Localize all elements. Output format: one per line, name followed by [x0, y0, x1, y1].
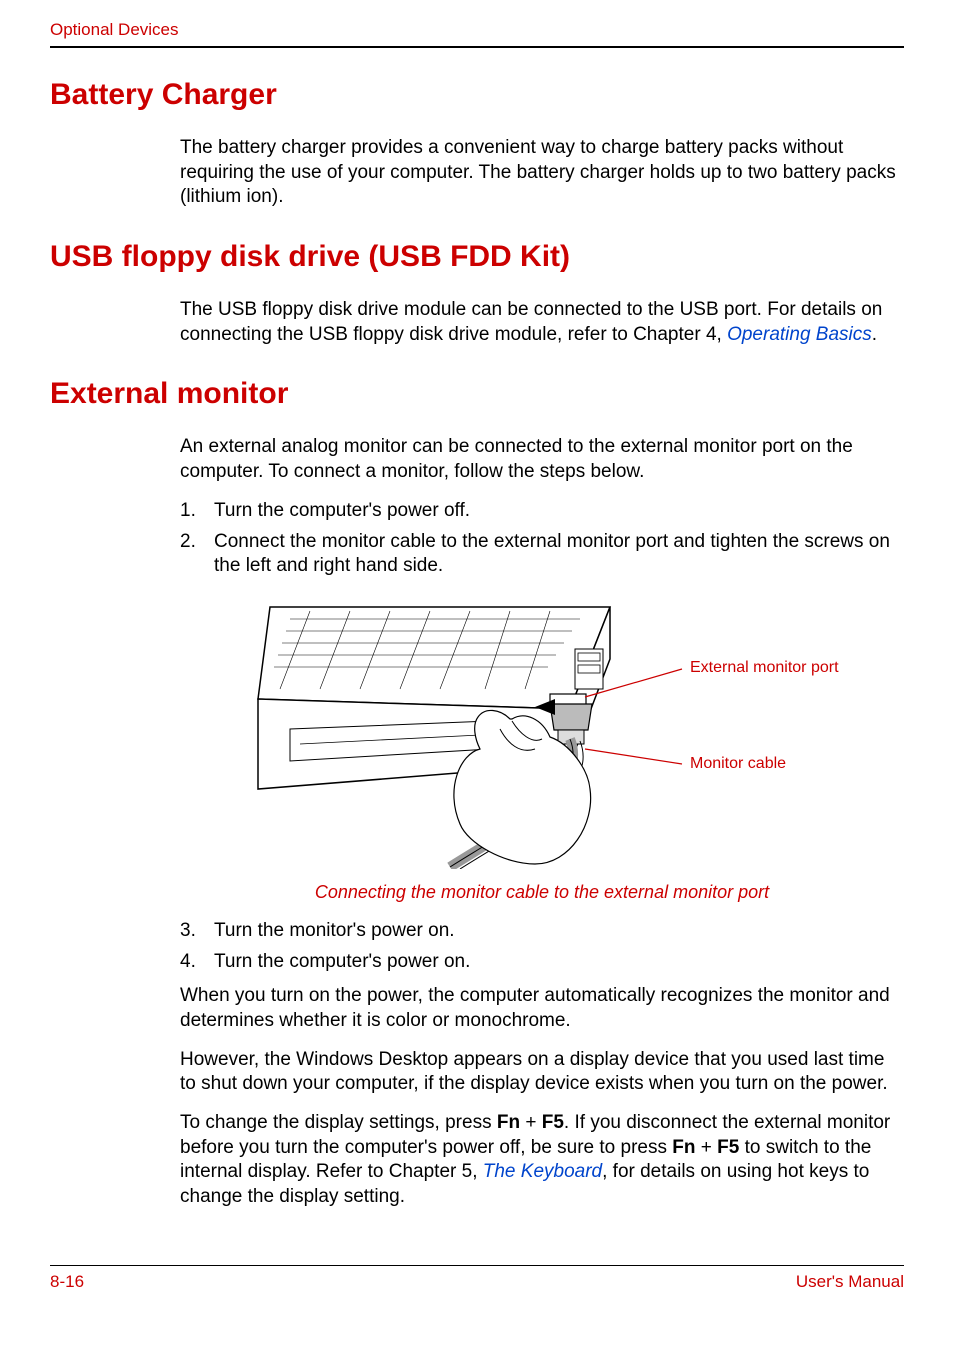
- p3-a: To change the display settings, press: [180, 1112, 497, 1133]
- steps-1-2: Turn the computer's power off. Connect t…: [180, 499, 904, 579]
- footer-rule: [50, 1265, 904, 1266]
- battery-paragraph: The battery charger provides a convenien…: [180, 136, 904, 210]
- figure: External monitor port Monitor cable: [250, 589, 850, 874]
- callout-cable: Monitor cable: [690, 755, 786, 773]
- page-number: 8-16: [50, 1272, 84, 1292]
- step-2: Connect the monitor cable to the externa…: [180, 530, 904, 579]
- step-3: Turn the monitor's power on.: [180, 919, 904, 944]
- key-f5-2: F5: [717, 1137, 739, 1158]
- steps-3-4: Turn the monitor's power on. Turn the co…: [180, 919, 904, 974]
- callout-port: External monitor port: [690, 659, 839, 677]
- monitor-p1: When you turn on the power, the computer…: [180, 984, 904, 1033]
- monitor-p3: To change the display settings, press Fn…: [180, 1111, 904, 1210]
- footer: 8-16 User's Manual: [50, 1265, 904, 1292]
- heading-usb: USB floppy disk drive (USB FDD Kit): [50, 240, 904, 274]
- body-usb: The USB floppy disk drive module can be …: [180, 298, 904, 347]
- laptop-illustration: [250, 589, 770, 869]
- link-operating-basics[interactable]: Operating Basics: [727, 324, 872, 345]
- key-fn-2: Fn: [672, 1137, 695, 1158]
- body-battery: The battery charger provides a convenien…: [180, 136, 904, 210]
- key-fn-1: Fn: [497, 1112, 520, 1133]
- key-f5-1: F5: [542, 1112, 564, 1133]
- header-rule: [50, 46, 904, 48]
- usb-text-post: .: [872, 324, 877, 345]
- heading-monitor: External monitor: [50, 377, 904, 411]
- body-monitor: An external analog monitor can be connec…: [180, 435, 904, 1209]
- link-the-keyboard[interactable]: The Keyboard: [483, 1161, 602, 1182]
- heading-battery: Battery Charger: [50, 78, 904, 112]
- page: Optional Devices Battery Charger The bat…: [0, 0, 954, 1352]
- manual-title: User's Manual: [796, 1272, 904, 1292]
- usb-paragraph: The USB floppy disk drive module can be …: [180, 298, 904, 347]
- footer-row: 8-16 User's Manual: [50, 1272, 904, 1292]
- plus-2: +: [695, 1137, 717, 1158]
- running-header: Optional Devices: [50, 20, 904, 40]
- monitor-p2: However, the Windows Desktop appears on …: [180, 1048, 904, 1097]
- plus-1: +: [520, 1112, 542, 1133]
- monitor-intro: An external analog monitor can be connec…: [180, 435, 904, 484]
- step-1: Turn the computer's power off.: [180, 499, 904, 524]
- step-4: Turn the computer's power on.: [180, 950, 904, 975]
- figure-caption: Connecting the monitor cable to the exte…: [180, 882, 904, 903]
